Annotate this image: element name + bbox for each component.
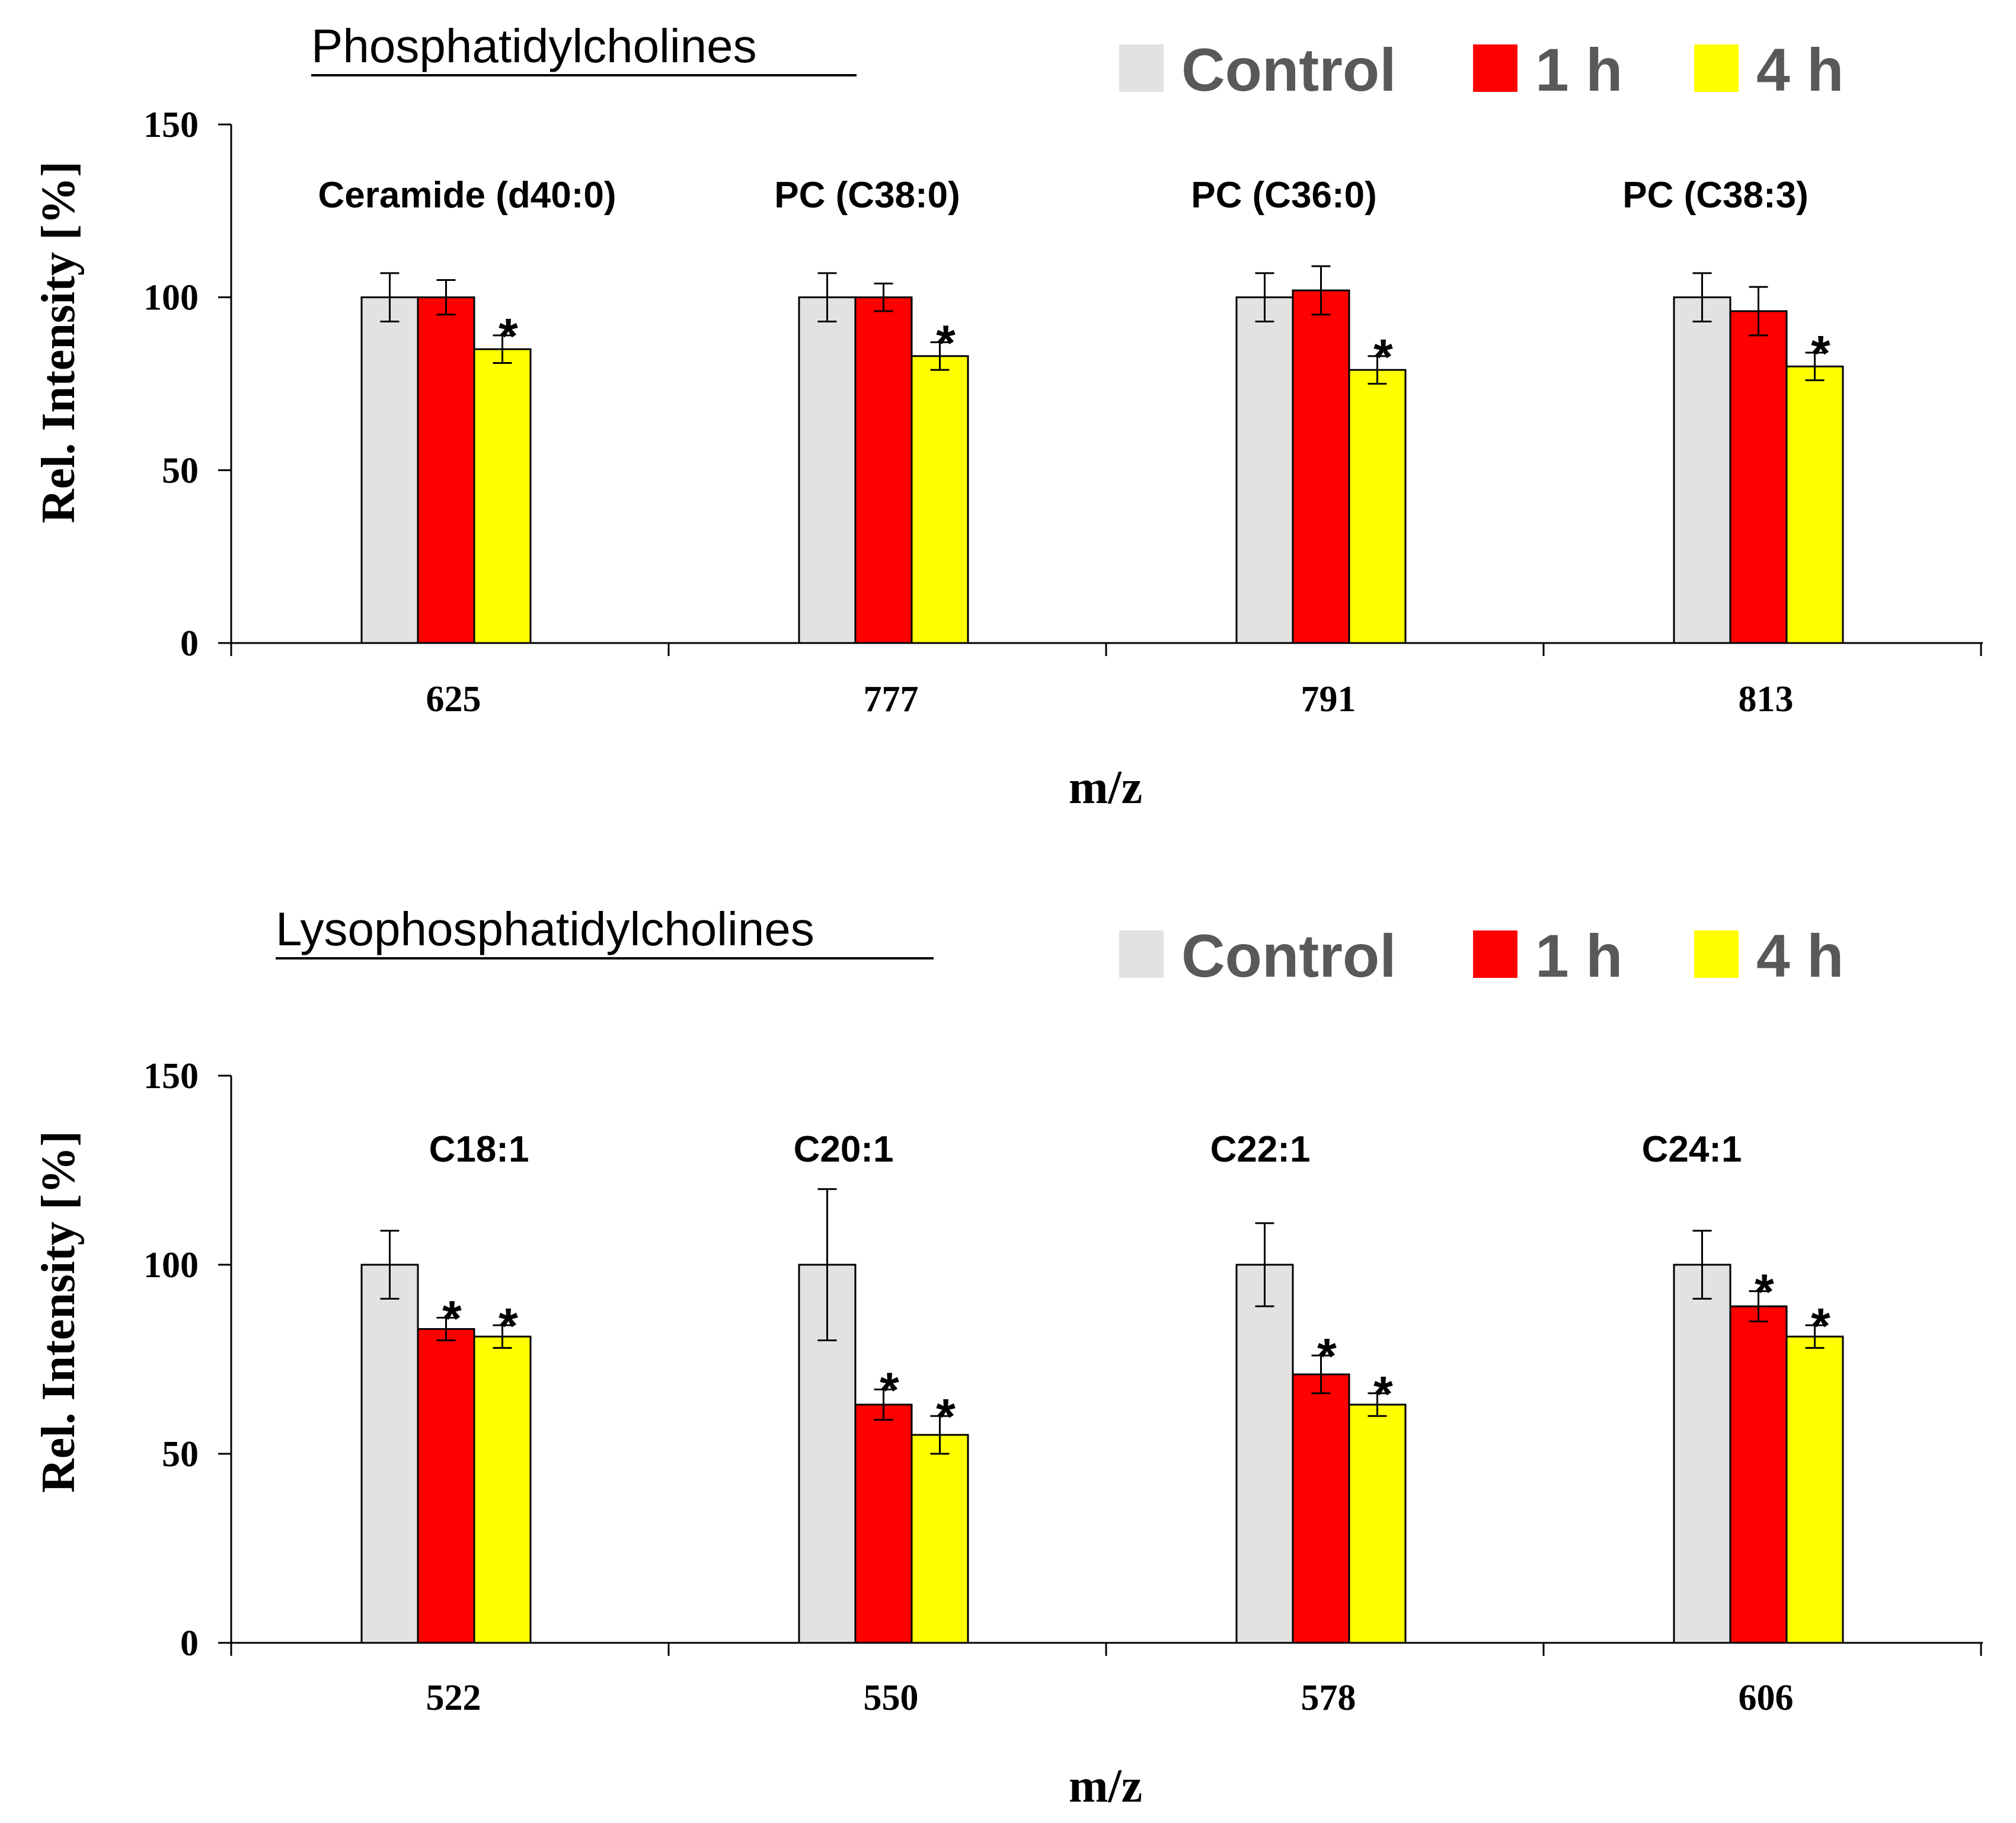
legend-swatch-1 bbox=[1119, 930, 1164, 978]
bar-1h bbox=[1292, 1373, 1350, 1644]
significance-marker: * bbox=[1373, 329, 1393, 385]
y-tick-label: 50 bbox=[162, 1434, 199, 1475]
significance-marker: * bbox=[499, 1298, 518, 1354]
chart-title: Phosphatidylcholines bbox=[311, 20, 757, 72]
x-axis-label: m/z bbox=[1069, 1760, 1142, 1812]
significance-marker: * bbox=[936, 1389, 956, 1444]
bar-1h bbox=[854, 1403, 913, 1644]
chart-panel-1: Phosphatidylcholines Control 1 h 4 h 0 50 100 1… bbox=[33, 20, 1983, 814]
bar-1h bbox=[1729, 310, 1788, 644]
category-label: 777 bbox=[864, 679, 919, 719]
y-tick-label: 100 bbox=[143, 278, 199, 318]
bar-control bbox=[1235, 296, 1294, 644]
bar-1h bbox=[1729, 1305, 1788, 1644]
y-axis-label: Rel. Intensity [%] bbox=[33, 1131, 85, 1493]
bar-control bbox=[1673, 296, 1731, 644]
bar-1h bbox=[417, 1328, 475, 1644]
significance-marker: * bbox=[936, 315, 956, 371]
legend-label-2: 1 h bbox=[1535, 922, 1622, 990]
y-tick-label: 50 bbox=[162, 450, 199, 491]
chart-title: Lysophosphatidylcholines bbox=[276, 903, 814, 955]
category-label: 813 bbox=[1739, 679, 1794, 719]
legend-swatch-2 bbox=[1473, 930, 1517, 978]
bar-control bbox=[1235, 1264, 1294, 1644]
significance-marker: * bbox=[1811, 325, 1830, 381]
legend-swatch-3 bbox=[1694, 930, 1739, 978]
significance-marker: * bbox=[880, 1363, 899, 1418]
legend-label-1: Control bbox=[1181, 922, 1397, 990]
significance-marker: * bbox=[1811, 1298, 1830, 1354]
bar-4h bbox=[1348, 369, 1407, 644]
group-label: C18:1 bbox=[429, 1129, 529, 1170]
legend-swatch-3 bbox=[1694, 44, 1739, 92]
category-label: 522 bbox=[426, 1678, 481, 1718]
legend-label-3: 4 h bbox=[1756, 36, 1844, 104]
category-label: 606 bbox=[1739, 1678, 1794, 1718]
bar-4h bbox=[910, 355, 969, 644]
group-label: C20:1 bbox=[794, 1129, 894, 1170]
category-label: 578 bbox=[1301, 1678, 1356, 1718]
bar-1h bbox=[417, 296, 475, 644]
legend-label-3: 4 h bbox=[1756, 922, 1844, 990]
chart-panel-2: Lysophosphatidylcholines Control 1 h 4 h 0 50… bbox=[33, 903, 1983, 1812]
group-label: C24:1 bbox=[1642, 1129, 1742, 1170]
significance-marker: * bbox=[1317, 1328, 1337, 1384]
group-label: Ceramide (d40:0) bbox=[318, 175, 616, 216]
significance-marker: * bbox=[1373, 1366, 1393, 1422]
bar-4h bbox=[1785, 365, 1844, 644]
y-tick-label: 150 bbox=[143, 105, 199, 145]
bar-4h bbox=[1785, 1335, 1844, 1644]
bar-control bbox=[1673, 1264, 1731, 1644]
y-tick-label: 0 bbox=[180, 623, 199, 664]
group-label: C22:1 bbox=[1210, 1129, 1311, 1170]
y-axis-label: Rel. Intensity [%] bbox=[33, 161, 85, 523]
category-label: 550 bbox=[864, 1678, 919, 1718]
x-axis-label: m/z bbox=[1069, 762, 1142, 814]
bar-4h bbox=[910, 1434, 969, 1644]
significance-marker: * bbox=[499, 308, 518, 364]
legend-label-1: Control bbox=[1181, 36, 1397, 104]
legend-label-2: 1 h bbox=[1535, 36, 1622, 104]
y-tick-label: 100 bbox=[143, 1245, 199, 1285]
category-label: 625 bbox=[426, 679, 481, 719]
bar-control bbox=[798, 296, 857, 644]
bar-1h bbox=[854, 296, 913, 644]
y-tick-label: 0 bbox=[180, 1623, 199, 1664]
group-label: PC (C36:0) bbox=[1191, 175, 1377, 216]
bar-control bbox=[360, 1264, 419, 1644]
legend-swatch-2 bbox=[1473, 44, 1517, 92]
significance-marker: * bbox=[1755, 1264, 1774, 1320]
group-label: PC (C38:3) bbox=[1622, 175, 1809, 216]
bar-4h bbox=[473, 1335, 532, 1644]
bar-control bbox=[360, 296, 419, 644]
group-label: PC (C38:0) bbox=[774, 175, 960, 216]
significance-marker: * bbox=[442, 1290, 462, 1346]
bar-1h bbox=[1292, 289, 1350, 644]
bar-4h bbox=[1348, 1403, 1407, 1644]
y-tick-label: 150 bbox=[143, 1056, 199, 1096]
bar-4h bbox=[473, 348, 532, 644]
category-label: 791 bbox=[1301, 679, 1356, 719]
legend-swatch-1 bbox=[1119, 44, 1164, 92]
